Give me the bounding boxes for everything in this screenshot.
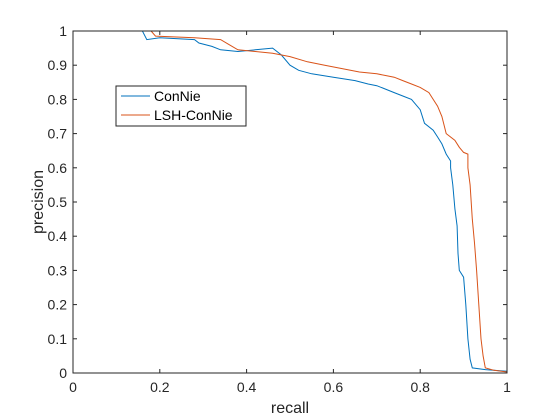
legend-label-connie: ConNie xyxy=(154,88,201,104)
ticks-layer xyxy=(72,30,508,374)
y-tick-label: 0.5 xyxy=(48,194,68,210)
y-tick-label: 0.4 xyxy=(48,228,68,244)
x-tick-label: 0.6 xyxy=(324,379,344,395)
y-tick-label: 0 xyxy=(59,365,67,381)
x-tick-label: 1 xyxy=(503,379,511,395)
series-layer xyxy=(73,30,508,373)
series-line-connie xyxy=(73,30,508,372)
x-tick-label: 0.8 xyxy=(410,379,430,395)
legend-label-lsh-connie: LSH-ConNie xyxy=(154,107,233,123)
x-axis-label: recall xyxy=(271,400,309,417)
legend-box xyxy=(115,85,247,127)
y-tick-label: 0.7 xyxy=(48,126,68,142)
y-tick-label: 0.8 xyxy=(48,91,68,107)
tick-labels-layer: 0 0.2 0.4 0.6 0.8 1 0 0.1 0.2 0.3 0.4 0.5 0.6 0.7 0.8 0… xyxy=(48,23,512,395)
x-tick-label: 0.4 xyxy=(237,379,257,395)
y-tick-label: 0.3 xyxy=(48,262,68,278)
y-tick-label: 0.1 xyxy=(48,331,68,347)
y-axis-label: precision xyxy=(30,170,47,234)
y-tick-label: 0.2 xyxy=(48,297,68,313)
legend: ConNie LSH-ConNie xyxy=(115,85,247,127)
y-tick-label: 0.6 xyxy=(48,160,68,176)
series-line-lsh-connie xyxy=(73,30,508,373)
x-tick-label: 0 xyxy=(69,379,77,395)
plot-area-frame xyxy=(72,30,508,374)
y-tick-label: 0.9 xyxy=(48,57,68,73)
y-tick-label: 1 xyxy=(59,23,67,39)
x-tick-label: 0.2 xyxy=(150,379,170,395)
